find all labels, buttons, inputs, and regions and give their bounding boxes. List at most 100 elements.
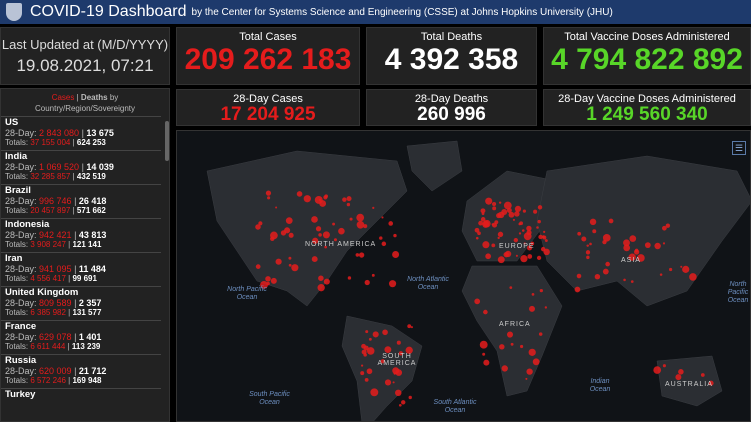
case-dot[interactable]	[589, 218, 597, 226]
case-dot[interactable]	[379, 236, 383, 240]
case-dot[interactable]	[586, 255, 590, 260]
case-dot[interactable]	[592, 229, 597, 234]
list-item[interactable]: Iran 28-Day: 941 095 | 11 484 Totals: 4 5…	[1, 252, 161, 286]
case-dot[interactable]	[356, 213, 365, 222]
case-dot[interactable]	[410, 326, 413, 329]
case-dot[interactable]	[395, 389, 402, 397]
case-dot[interactable]	[491, 223, 494, 226]
case-dot[interactable]	[296, 191, 303, 197]
case-dot[interactable]	[360, 371, 365, 376]
case-dot[interactable]	[669, 267, 673, 272]
case-dot[interactable]	[526, 368, 533, 375]
case-dot[interactable]	[497, 231, 504, 238]
case-dot[interactable]	[528, 348, 536, 356]
case-dot[interactable]	[267, 196, 271, 200]
case-dot[interactable]	[363, 345, 369, 351]
country-list[interactable]: US 28-Day: 2 843 080 | 13 675 Totals: 37 …	[1, 116, 169, 402]
case-dot[interactable]	[654, 242, 661, 250]
case-dot[interactable]	[303, 195, 311, 203]
case-dot[interactable]	[630, 280, 634, 283]
case-dot[interactable]	[288, 256, 292, 260]
case-dot[interactable]	[531, 293, 535, 296]
case-dot[interactable]	[525, 377, 528, 380]
world-map[interactable]: NORTH AMERICA EUROPE ASIA AFRICA SOUTH A…	[176, 130, 751, 422]
case-dot[interactable]	[585, 250, 591, 255]
case-dot[interactable]	[481, 212, 485, 216]
case-dot[interactable]	[288, 232, 294, 238]
case-dot[interactable]	[388, 221, 394, 226]
map-canvas[interactable]	[177, 131, 751, 422]
case-dot[interactable]	[522, 209, 526, 213]
case-dot[interactable]	[628, 253, 636, 261]
case-dot[interactable]	[510, 342, 514, 346]
scrollbar[interactable]	[165, 121, 169, 161]
case-dot[interactable]	[543, 230, 546, 233]
case-dot[interactable]	[602, 268, 609, 275]
case-dot[interactable]	[503, 201, 512, 210]
case-dot[interactable]	[384, 379, 392, 386]
case-dot[interactable]	[381, 241, 387, 247]
case-dot[interactable]	[474, 227, 480, 233]
case-dot[interactable]	[662, 225, 667, 231]
case-dot[interactable]	[311, 256, 318, 263]
case-dot[interactable]	[513, 237, 519, 243]
case-dot[interactable]	[605, 261, 610, 267]
case-dot[interactable]	[497, 256, 505, 264]
case-dot[interactable]	[388, 280, 397, 288]
case-dot[interactable]	[594, 273, 601, 280]
case-dot[interactable]	[265, 276, 271, 282]
case-dot[interactable]	[324, 245, 328, 249]
case-dot[interactable]	[586, 244, 589, 247]
case-dot[interactable]	[644, 242, 651, 249]
case-dot[interactable]	[682, 265, 690, 273]
case-dot[interactable]	[270, 236, 275, 242]
case-dot[interactable]	[529, 305, 536, 312]
case-dot[interactable]	[602, 233, 611, 242]
case-dot[interactable]	[536, 226, 539, 229]
case-dot[interactable]	[372, 331, 379, 338]
case-dot[interactable]	[479, 340, 488, 349]
case-dot[interactable]	[275, 206, 278, 209]
case-dot[interactable]	[260, 281, 268, 289]
case-dot[interactable]	[523, 242, 526, 245]
case-dot[interactable]	[519, 221, 524, 226]
case-dot[interactable]	[526, 225, 532, 232]
case-dot[interactable]	[371, 273, 375, 277]
case-dot[interactable]	[492, 202, 497, 207]
case-dot[interactable]	[675, 374, 682, 381]
case-dot[interactable]	[393, 233, 397, 238]
case-dot[interactable]	[514, 211, 520, 217]
case-dot[interactable]	[581, 236, 587, 242]
case-dot[interactable]	[392, 367, 400, 375]
case-dot[interactable]	[543, 248, 550, 256]
case-dot[interactable]	[526, 230, 532, 236]
case-dot[interactable]	[506, 207, 512, 213]
case-dot[interactable]	[485, 253, 492, 260]
case-dot[interactable]	[623, 278, 626, 282]
case-dot[interactable]	[576, 273, 582, 279]
case-dot[interactable]	[537, 205, 543, 210]
case-dot[interactable]	[518, 232, 522, 235]
case-dot[interactable]	[574, 286, 581, 293]
case-dot[interactable]	[680, 265, 683, 268]
case-dot[interactable]	[530, 241, 535, 246]
case-dot[interactable]	[361, 364, 364, 367]
list-item[interactable]: France 28-Day: 629 078 | 1 401 Totals: 6 …	[1, 320, 161, 354]
list-item[interactable]: Russia 28-Day: 620 009 | 21 712 Totals: 6…	[1, 354, 161, 388]
case-dot[interactable]	[483, 219, 491, 228]
case-dot[interactable]	[258, 221, 263, 226]
case-dot[interactable]	[480, 217, 486, 222]
list-item[interactable]: United Kingdom 28-Day: 809 589 | 2 357 To…	[1, 286, 161, 320]
case-dot[interactable]	[364, 378, 369, 382]
case-dot[interactable]	[491, 243, 496, 248]
case-dot[interactable]	[358, 252, 365, 258]
case-dot[interactable]	[382, 329, 388, 336]
case-dot[interactable]	[532, 358, 540, 366]
case-dot[interactable]	[508, 211, 515, 218]
case-dot[interactable]	[317, 284, 325, 292]
case-dot[interactable]	[478, 220, 484, 226]
case-dot[interactable]	[342, 197, 347, 202]
case-dot[interactable]	[509, 286, 513, 290]
list-item[interactable]: Turkey	[1, 388, 161, 402]
case-dot[interactable]	[396, 340, 401, 345]
